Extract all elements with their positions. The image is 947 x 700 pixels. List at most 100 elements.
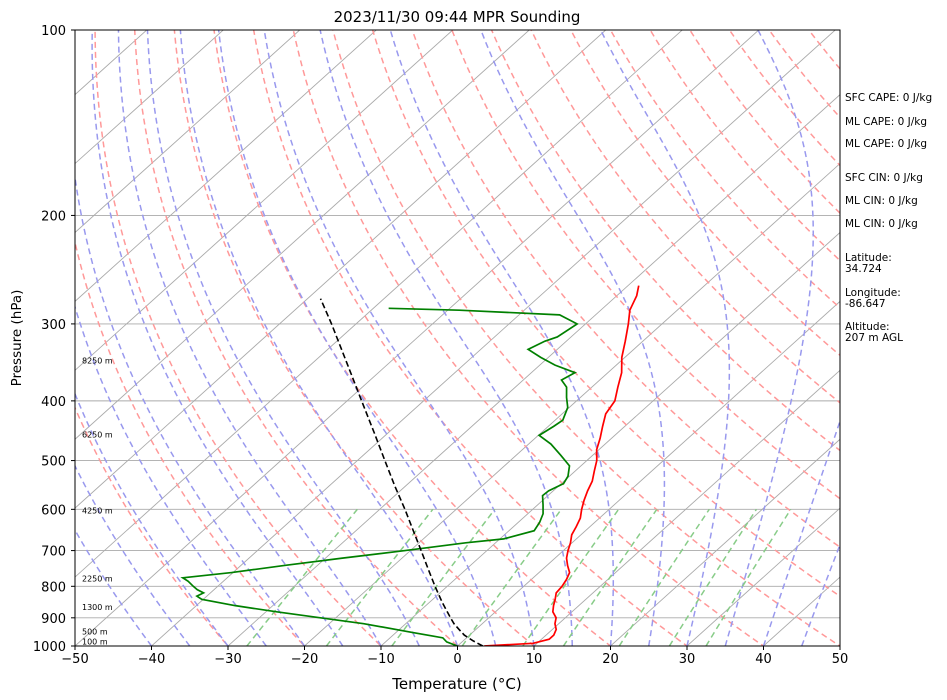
ml-cape-label: ML CAPE: 0 J/kg: [845, 116, 928, 128]
isotherm-line: [75, 30, 607, 509]
isotherm-line: [75, 30, 301, 234]
mixing-ratio-line: [246, 508, 358, 646]
latitude-value: 34.724: [845, 263, 882, 275]
altitude-label: Altitude:: [845, 321, 890, 333]
dry-adiabat-line: [252, 30, 689, 646]
dry-adiabat-line: [371, 30, 840, 598]
longitude-label: Longitude:: [845, 287, 901, 299]
height-label: 2250 m: [82, 575, 113, 584]
x-tick-label: −50: [61, 652, 88, 667]
moist-adiabat-line: [762, 418, 840, 646]
altitude-value: 207 m AGL: [845, 332, 903, 344]
sfc-cin-label: SFC CIN: 0 J/kg: [845, 172, 923, 184]
height-label: 1300 m: [82, 603, 113, 612]
mixing-ratio-line: [705, 508, 792, 646]
y-tick-label: 200: [41, 209, 66, 224]
mixing-ratio-line: [522, 508, 620, 646]
moist-adiabat-line: [724, 30, 814, 646]
isotherm-line: [609, 438, 840, 646]
dry-adiabat-line: [332, 30, 840, 646]
mixing-ratio-line: [391, 508, 496, 646]
y-axis-label: Pressure (hPa): [9, 290, 25, 387]
x-tick-label: 10: [526, 652, 543, 667]
y-tick-label: 600: [41, 503, 66, 518]
dry-adiabat-line: [213, 30, 612, 646]
moist-adiabat-line: [91, 30, 344, 646]
isotherm-line: [533, 369, 840, 646]
x-axis-ticks: −50 −40 −30 −20 −10 0 10 20 30 40 50: [61, 646, 848, 667]
y-tick-label: 500: [41, 455, 66, 470]
dry-adiabat-line: [292, 30, 765, 646]
mixing-ratio-line: [325, 508, 434, 646]
moist-adiabat-line: [75, 528, 153, 646]
height-label: 6250 m: [82, 430, 113, 439]
x-tick-label: 50: [832, 652, 849, 667]
y-tick-label: 300: [41, 318, 66, 333]
moist-adiabat-line: [389, 30, 615, 646]
dry-adiabat-line: [173, 30, 536, 646]
moist-adiabat-line: [146, 30, 420, 646]
height-label: 4250 m: [82, 507, 113, 516]
height-label: 8250 m: [82, 356, 113, 365]
background-lines: [75, 30, 840, 646]
height-label: 500 m: [82, 627, 108, 636]
x-tick-label: 0: [453, 652, 461, 667]
mixing-ratio-line: [668, 508, 758, 646]
y-tick-label: 400: [41, 395, 66, 410]
y-tick-label: 700: [41, 545, 66, 560]
isotherm-line: [150, 30, 836, 646]
x-tick-label: 20: [602, 652, 619, 667]
isotherm-line: [380, 231, 840, 646]
dry-adiabat-line: [75, 239, 306, 646]
x-tick-label: 40: [755, 652, 772, 667]
y-tick-label: 900: [41, 612, 66, 627]
isotherm-line: [227, 94, 840, 646]
isotherm-line: [75, 30, 454, 371]
y-tick-label: 1000: [33, 640, 66, 655]
dry-adiabat-line: [94, 30, 383, 646]
y-axis-ticks: 1000 900 800 700 600 500 400 300 200 100: [33, 24, 75, 655]
ml-cin-label-2: ML CIN: 0 J/kg: [845, 218, 918, 230]
moist-adiabat-line: [217, 30, 497, 646]
moist-adiabat-line: [75, 391, 229, 646]
dry-adiabat-line: [451, 30, 840, 500]
x-tick-label: 30: [679, 652, 696, 667]
isotherm-line: [75, 30, 683, 578]
isotherm-line: [686, 507, 840, 646]
mixing-ratio-line: [618, 508, 710, 646]
moist-adiabat-line: [179, 30, 459, 646]
height-label: 100 m: [82, 637, 108, 646]
moist-adiabat-line: [263, 30, 535, 646]
moist-adiabat-line: [75, 304, 267, 646]
mixing-ratio-line: [562, 508, 658, 646]
y-tick-label: 100: [41, 24, 66, 39]
moist-adiabat-line: [75, 464, 191, 646]
mixing-ratio-line: [461, 508, 562, 646]
dry-adiabat-line: [411, 30, 840, 549]
dry-adiabat-line: [75, 405, 229, 646]
x-tick-label: −10: [367, 652, 394, 667]
dewpoint-line: [180, 307, 579, 646]
x-tick-label: −30: [214, 652, 241, 667]
y-tick-label: 800: [41, 580, 66, 595]
moist-adiabat-line: [319, 30, 573, 646]
x-axis-label: Temperature (°C): [391, 675, 521, 693]
temperature-line: [484, 285, 640, 646]
moist-adiabat-line: [117, 30, 382, 646]
x-tick-label: −20: [291, 652, 318, 667]
isotherm-line: [303, 162, 840, 646]
longitude-value: -86.647: [845, 298, 886, 310]
dry-adiabat-line: [530, 30, 840, 404]
x-tick-label: −40: [138, 652, 165, 667]
parcel-line: [319, 298, 484, 646]
dry-adiabat-line: [133, 30, 459, 646]
isotherm-line: [75, 30, 377, 303]
dry-adiabat-line: [490, 30, 840, 452]
chart-title: 2023/11/30 09:44 MPR Sounding: [334, 8, 581, 26]
series-lines: [180, 285, 640, 646]
moist-adiabat-line: [75, 172, 306, 646]
moist-adiabat-line: [480, 30, 666, 646]
isotherm-line: [75, 30, 530, 440]
